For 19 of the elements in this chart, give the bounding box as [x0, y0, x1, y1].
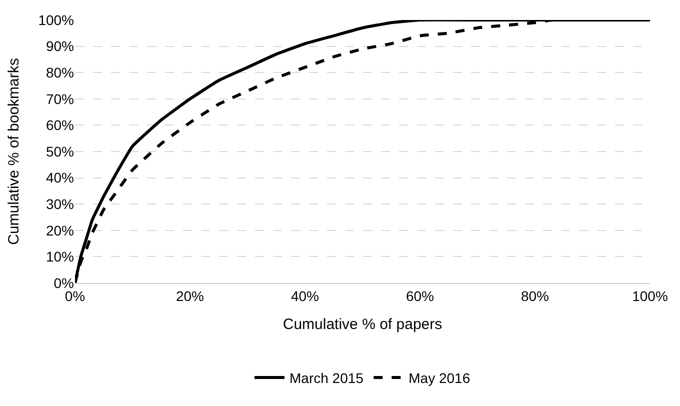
x-axis-title: Cumulative % of papers: [282, 316, 442, 333]
x-tick-label: 40%: [290, 288, 320, 304]
x-tick-label: 60%: [406, 288, 434, 304]
y-tick-label: 50%: [46, 143, 74, 160]
y-tick-label: 20%: [46, 222, 74, 238]
y-tick-label: 100%: [38, 12, 74, 28]
y-tick-label: 30%: [46, 196, 74, 212]
y-tick-label: 90%: [46, 38, 74, 54]
legend-label: May 2016: [408, 370, 470, 386]
x-tick-label: 80%: [520, 288, 550, 304]
y-tick-label: 10%: [46, 248, 74, 265]
y-tick-label: 70%: [46, 90, 74, 107]
x-tick-label: 100%: [632, 288, 668, 304]
y-axis-title: Cumulative % of bookmarks: [5, 58, 22, 245]
x-tick-label: 20%: [176, 288, 204, 304]
y-tick-label: 60%: [46, 117, 74, 134]
y-tick-label: 40%: [46, 170, 74, 186]
legend-label: March 2015: [290, 370, 364, 386]
y-tick-label: 80%: [46, 64, 74, 80]
